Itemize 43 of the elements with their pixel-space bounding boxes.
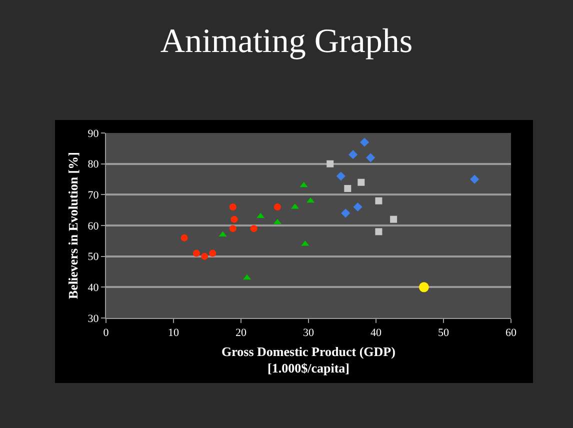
point [250,225,258,232]
point [180,234,188,242]
x-axis-title: Gross Domestic Product (GDP) [1.000$/capita] [222,344,396,376]
point [375,228,382,236]
point [229,225,236,232]
x-tick-label: 40 [370,327,382,340]
y-tick-label: 40 [88,282,100,294]
point [390,216,398,223]
point [353,202,362,212]
point [326,160,334,168]
point [273,218,282,224]
y-axis-title: Believers in Evolution [%] [66,152,81,299]
point [336,172,346,181]
point [243,274,252,280]
x-tick-label: 20 [236,327,247,340]
point [201,252,208,260]
point [418,282,429,292]
y-tick-label: 70 [88,190,100,202]
y-tick-label: 80 [88,158,100,171]
point [358,178,365,186]
y-tick-label: 30 [88,312,100,325]
point [230,216,238,223]
point [348,150,358,160]
point [300,182,308,188]
y-tick-label: 90 [88,128,100,140]
y-tick-label: 50 [88,251,100,264]
chart-title: Animating Graphs [160,22,413,60]
point [209,250,216,257]
point [470,174,480,184]
point [274,204,281,210]
point [366,153,376,162]
point [192,250,200,257]
x-tick-label: 0 [103,327,110,340]
x-tick-label: 10 [168,327,180,340]
point [344,185,352,192]
point [229,204,236,210]
point [341,208,350,218]
x-tick-label: 60 [506,327,517,340]
point [375,197,382,204]
point [360,138,370,147]
y-tick-label: 60 [88,220,100,232]
x-tick-label: 50 [438,327,450,340]
x-tick-label: 30 [303,327,314,340]
